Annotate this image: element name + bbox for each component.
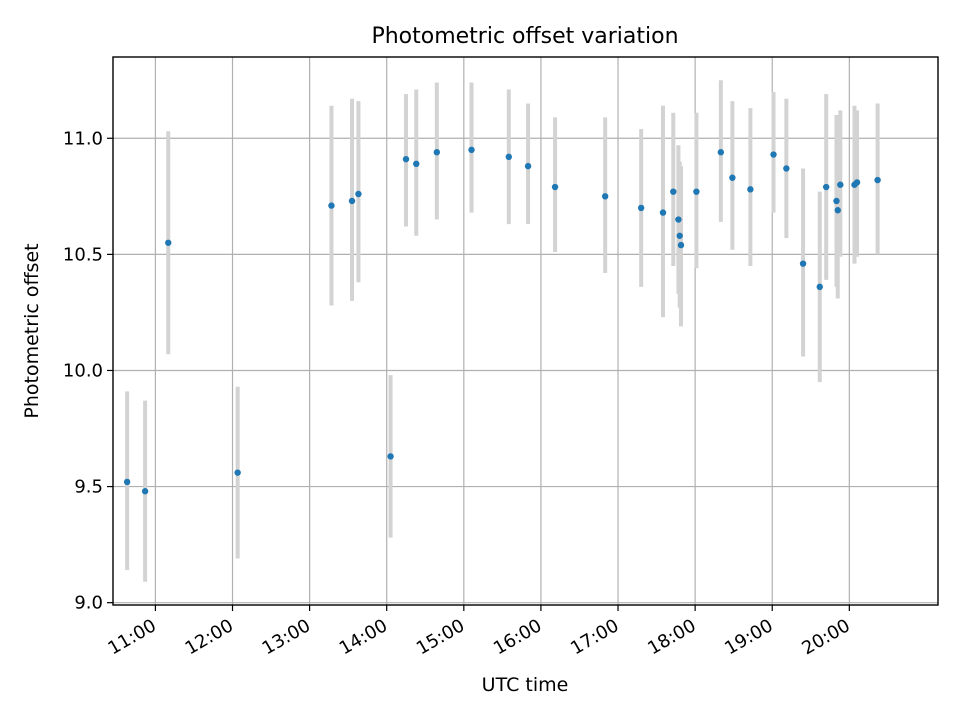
data-point (468, 146, 475, 154)
data-point (348, 197, 356, 205)
data-point (505, 153, 512, 161)
data-point (402, 155, 410, 163)
chart-title: Photometric offset variation (371, 24, 678, 49)
plot-frame (112, 56, 939, 606)
data-point (717, 149, 725, 156)
y-tick-label: 9.0 (74, 593, 103, 614)
data-point (659, 209, 667, 216)
data-point (413, 160, 420, 168)
data-point (524, 162, 532, 170)
x-axis-label: UTC time (482, 674, 569, 696)
data-point (141, 488, 149, 495)
data-point (874, 176, 881, 184)
data-point (676, 232, 683, 239)
y-tick-label: 10.0 (63, 360, 103, 381)
data-point (783, 165, 790, 172)
data-point (833, 197, 840, 205)
data-point (677, 241, 685, 249)
data-point (433, 149, 441, 156)
grid-layer (113, 57, 938, 605)
data-point (823, 183, 830, 191)
data-point (729, 174, 736, 181)
data-point (637, 204, 645, 212)
data-point (693, 188, 700, 195)
point-layer (123, 146, 881, 495)
data-point (853, 179, 861, 186)
data-point (816, 283, 823, 291)
y-tick-label: 9.5 (74, 477, 103, 498)
data-point (770, 151, 777, 158)
data-point (675, 216, 682, 223)
data-point (165, 239, 172, 246)
data-point (837, 181, 844, 188)
data-point (328, 202, 335, 209)
y-tick-label: 10.5 (63, 244, 103, 265)
y-axis-label: Photometric offset (21, 243, 43, 418)
data-point (234, 469, 241, 476)
data-point (747, 186, 754, 193)
data-point (670, 188, 677, 195)
data-point (601, 193, 609, 200)
y-tick-label: 11.0 (63, 128, 103, 149)
data-point (551, 183, 559, 191)
data-point (355, 190, 362, 198)
data-point (123, 478, 131, 486)
data-point (387, 453, 394, 460)
data-point (834, 207, 841, 214)
data-point (799, 260, 807, 267)
